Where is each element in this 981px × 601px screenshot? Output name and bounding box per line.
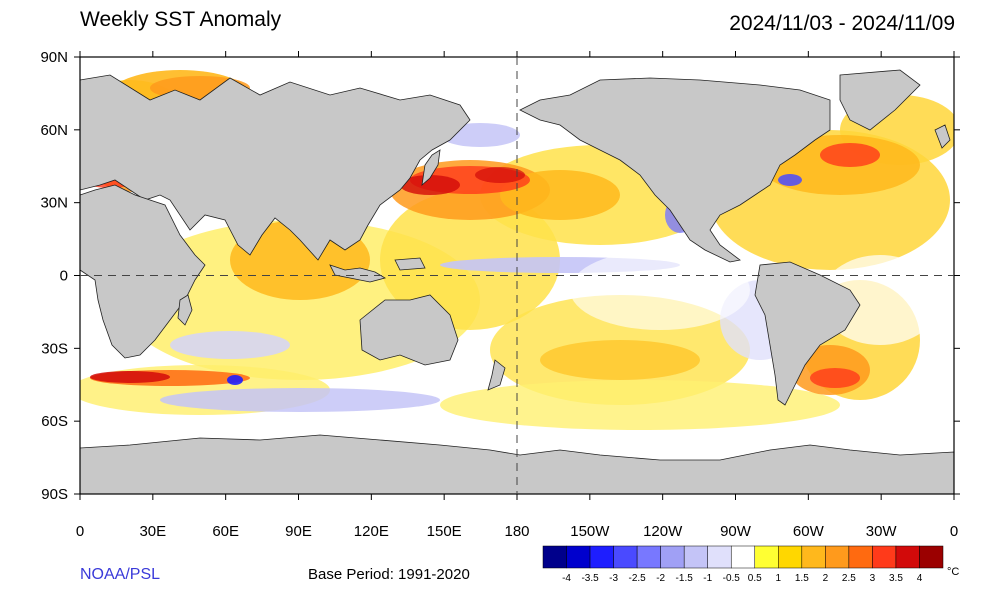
eurasia-landmass <box>80 74 471 261</box>
lon-label: 60W <box>793 523 825 540</box>
colorbar-swatch <box>895 545 920 569</box>
lon-label: 30E <box>139 523 166 540</box>
colorbar-tick-label: -2.5 <box>629 573 647 584</box>
lat-label: 90N <box>40 49 68 66</box>
south-america-landmass <box>754 261 861 406</box>
colorbar-tick-label: 3 <box>870 573 876 584</box>
colorbar-swatch <box>707 545 732 569</box>
lat-label: 90S <box>41 486 68 503</box>
date-range: 2024/11/03 - 2024/11/09 <box>729 12 955 35</box>
lon-label: 150E <box>427 523 462 540</box>
lon-label: 180 <box>504 523 529 540</box>
axis-labels: 90N 60N 30N 0 30S 60S 90S 0 30E 60E 90E 120E 150E 180… <box>40 49 958 540</box>
lat-label: 30S <box>41 340 68 357</box>
colorbar-tick-label: -2 <box>656 573 665 584</box>
new-zealand-landmass <box>487 359 506 391</box>
colorbar-swatch <box>636 545 661 569</box>
axis-ticks <box>74 51 960 500</box>
colorbar-swatch <box>660 545 685 569</box>
lat-label: 30N <box>40 195 68 212</box>
colorbar-tick-label: -3.5 <box>581 573 599 584</box>
lon-label: 0 <box>76 523 84 540</box>
colorbar-swatch <box>848 545 873 569</box>
colorbar-tick-label: -0.5 <box>723 573 741 584</box>
colorbar-swatch <box>825 545 850 569</box>
lon-label: 90E <box>285 523 312 540</box>
lat-label: 60S <box>41 413 68 430</box>
colorbar-tick-label: 4 <box>917 573 923 584</box>
colorbar-swatch <box>589 545 614 569</box>
colorbar-swatch <box>919 545 944 569</box>
colorbar-labels: -4 -3.5 -3 -2.5 -2 -1.5 -1 -0.5 0.5 1 1.5 2 2.5 3 3.5 4 <box>562 573 923 584</box>
colorbar-swatch <box>613 545 638 569</box>
colorbar-tick-label: -1 <box>703 573 712 584</box>
greenland-landmass <box>839 69 921 131</box>
lon-label: 90W <box>720 523 752 540</box>
colorbar-tick-label: 1.5 <box>795 573 809 584</box>
lon-label: 30W <box>866 523 898 540</box>
british-isles <box>934 124 951 149</box>
colorbar-tick-label: -4 <box>562 573 571 584</box>
colorbar-swatch <box>754 545 779 569</box>
madagascar-landmass <box>177 294 193 326</box>
colorbar-unit: °C <box>947 566 960 578</box>
colorbar-swatch <box>778 545 803 569</box>
lon-label: 0 <box>950 523 958 540</box>
colorbar-tick-label: -3 <box>609 573 618 584</box>
colorbar-tick-label: 2.5 <box>842 573 856 584</box>
lon-label: 150W <box>570 523 610 540</box>
lon-label: 120E <box>354 523 389 540</box>
colorbar <box>542 545 944 569</box>
colorbar-swatch <box>801 545 826 569</box>
colorbar-tick-label: -1.5 <box>676 573 694 584</box>
colorbar-tick-label: 1 <box>776 573 782 584</box>
colorbar-swatch <box>542 545 567 569</box>
lat-label: 60N <box>40 122 68 139</box>
base-period-label: Base Period: 1991-2020 <box>308 566 470 583</box>
lon-label: 120W <box>643 523 683 540</box>
japan-landmass <box>421 149 441 187</box>
map-title: Weekly SST Anomaly <box>80 8 282 31</box>
colorbar-swatch <box>566 545 591 569</box>
australia-landmass <box>359 294 459 366</box>
colorbar-tick-label: 2 <box>823 573 829 584</box>
colorbar-tick-label: 0.5 <box>748 573 762 584</box>
colorbar-tick-label: 3.5 <box>889 573 903 584</box>
source-label: NOAA/PSL <box>80 566 161 583</box>
north-america-landmass <box>519 77 831 263</box>
colorbar-swatch <box>872 545 897 569</box>
lon-label: 60E <box>212 523 239 540</box>
lat-label: 0 <box>60 268 68 285</box>
colorbar-swatch <box>730 545 756 569</box>
colorbar-swatch <box>683 545 708 569</box>
